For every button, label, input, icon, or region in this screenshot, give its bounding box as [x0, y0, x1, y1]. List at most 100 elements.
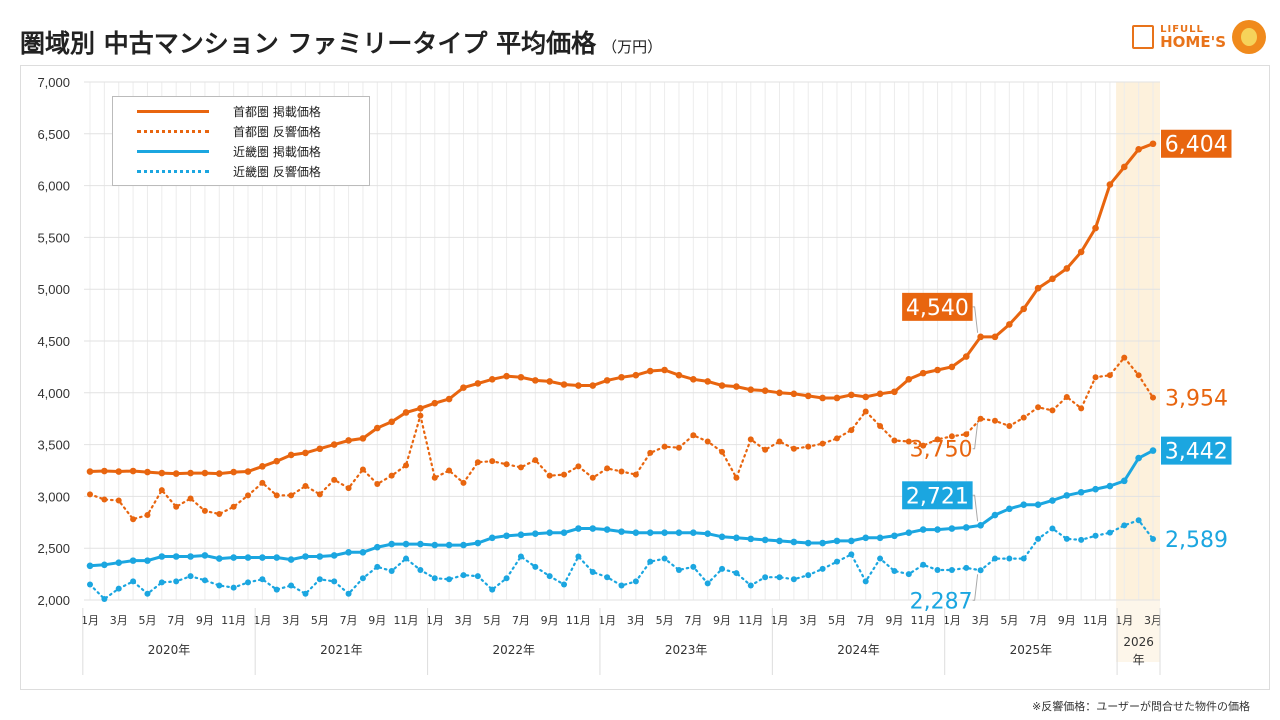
- x-tick-label: 1月: [1115, 614, 1133, 627]
- y-tick-label: 3,500: [37, 438, 70, 453]
- value-label: 2,721: [906, 484, 969, 509]
- data-point: [1034, 501, 1042, 508]
- chart-title: 圏域別 中古マンション ファミリータイプ 平均価格 （万円）: [20, 24, 662, 60]
- data-point: [101, 467, 108, 475]
- data-point: [359, 435, 367, 442]
- data-point: [431, 575, 438, 582]
- x-tick-label: 7月: [857, 614, 875, 627]
- data-point: [575, 525, 582, 532]
- data-point: [488, 534, 496, 542]
- data-point: [675, 529, 683, 536]
- data-point: [431, 541, 439, 549]
- year-label: 2020年: [148, 643, 191, 657]
- legend-swatch: [137, 169, 209, 173]
- y-tick-label: 4,000: [37, 386, 70, 401]
- data-point: [618, 582, 625, 589]
- x-tick-label: 3月: [1144, 614, 1162, 627]
- data-point: [1020, 414, 1027, 421]
- data-point: [474, 459, 481, 466]
- data-point: [244, 468, 252, 475]
- data-point: [603, 526, 611, 533]
- legend-item: 首都圏 掲載価格: [113, 101, 369, 121]
- data-point: [129, 557, 137, 564]
- data-point: [1077, 248, 1085, 256]
- data-point: [1063, 535, 1070, 542]
- data-point: [848, 427, 855, 434]
- x-tick-label: 9月: [541, 614, 559, 627]
- data-point: [661, 555, 668, 562]
- legend-label: 近畿圏 反響価格: [233, 164, 321, 179]
- data-point: [474, 539, 482, 547]
- data-point: [1121, 354, 1128, 361]
- data-point: [359, 466, 366, 473]
- data-point: [86, 562, 94, 570]
- data-point: [546, 378, 553, 385]
- value-label: 4,540: [906, 296, 969, 321]
- data-point: [273, 492, 280, 499]
- legend-swatch: [137, 109, 209, 113]
- data-point: [646, 529, 654, 536]
- data-point: [101, 595, 108, 602]
- data-point: [776, 389, 783, 397]
- data-point: [417, 412, 424, 419]
- data-point: [876, 390, 884, 398]
- data-point: [1006, 422, 1013, 429]
- data-point: [388, 472, 395, 479]
- data-point: [417, 540, 424, 548]
- data-point: [747, 535, 755, 543]
- data-point: [589, 474, 596, 481]
- data-point: [891, 437, 898, 444]
- data-point: [977, 522, 984, 529]
- legend-label: 首都圏 掲載価格: [233, 104, 321, 119]
- value-label: 6,404: [1165, 133, 1228, 158]
- data-point: [115, 468, 123, 475]
- footnote: ※反響価格：ユーザーが問合せた物件の価格: [1032, 700, 1250, 713]
- y-tick-label: 7,000: [37, 75, 70, 90]
- x-tick-label: 3月: [627, 614, 645, 627]
- data-point: [790, 576, 797, 583]
- data-point: [1035, 404, 1042, 411]
- data-point: [632, 471, 639, 478]
- data-point: [173, 578, 180, 585]
- data-point: [934, 436, 941, 443]
- data-point: [1006, 555, 1013, 562]
- data-point: [862, 578, 869, 585]
- data-point: [962, 524, 970, 531]
- x-tick-label: 11月: [911, 614, 936, 627]
- data-point: [388, 418, 395, 426]
- data-point: [891, 567, 898, 574]
- data-point: [604, 465, 611, 472]
- data-point: [546, 573, 553, 580]
- data-point: [445, 541, 453, 549]
- data-point: [1150, 394, 1156, 401]
- data-point: [690, 432, 697, 439]
- house-icon: [1132, 25, 1155, 49]
- data-point: [1106, 372, 1113, 379]
- data-point: [877, 555, 884, 562]
- logo-line1: LIFULL: [1160, 23, 1204, 35]
- data-point: [259, 576, 266, 583]
- value-label: 2,589: [1165, 528, 1228, 553]
- y-tick-label: 5,500: [37, 230, 70, 245]
- data-point: [331, 578, 338, 585]
- y-tick-label: 2,500: [37, 541, 70, 556]
- data-point: [172, 553, 180, 560]
- data-point: [618, 468, 625, 475]
- value-label-box: [902, 292, 973, 321]
- data-point: [1035, 535, 1042, 542]
- data-point: [1106, 482, 1114, 490]
- data-point: [862, 408, 869, 415]
- data-point: [287, 451, 295, 459]
- data-point: [201, 577, 208, 584]
- data-point: [948, 363, 956, 371]
- data-point: [345, 437, 352, 444]
- data-point: [646, 367, 654, 375]
- data-point: [618, 373, 625, 381]
- highlight-band-axis: [1116, 600, 1160, 662]
- data-point: [632, 578, 639, 585]
- data-point: [819, 565, 826, 572]
- data-point: [1092, 224, 1099, 232]
- data-point: [1150, 535, 1156, 542]
- data-point: [374, 480, 381, 487]
- x-tick-label: 5月: [138, 614, 156, 627]
